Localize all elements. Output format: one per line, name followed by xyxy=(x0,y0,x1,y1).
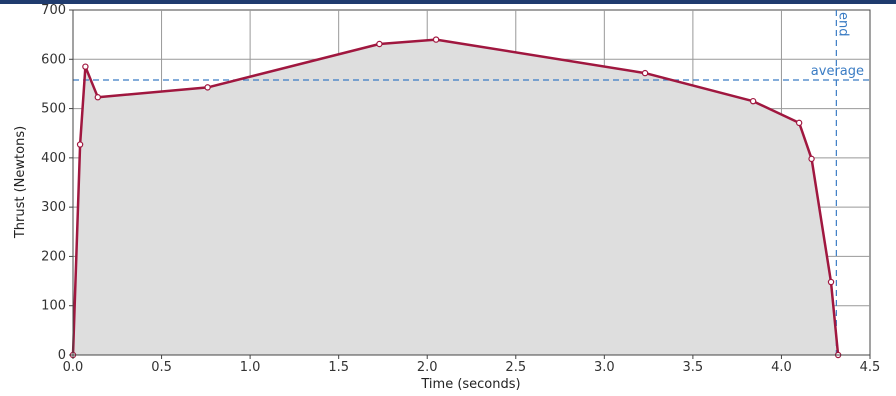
x-tick-label: 1.5 xyxy=(328,360,349,375)
y-axis-ticks: 0 100 200 300 400 500 600 700 xyxy=(41,3,73,363)
y-tick-label: 600 xyxy=(41,52,66,67)
y-axis-label: Thrust (Newtons) xyxy=(13,126,28,239)
data-point xyxy=(795,119,803,127)
thrust-data-points xyxy=(69,36,842,359)
y-tick-label: 500 xyxy=(41,102,66,117)
y-tick-label: 700 xyxy=(41,3,66,18)
data-point xyxy=(808,155,815,163)
thrust-area xyxy=(73,39,839,355)
x-tick-label: 2.0 xyxy=(417,360,438,375)
data-point xyxy=(749,97,757,105)
x-tick-label: 4.0 xyxy=(771,360,792,375)
x-axis-ticks: 0.0 0.5 1.0 1.5 2.0 2.5 3.0 3.5 4.0 4.5 xyxy=(63,355,881,375)
average-label: average xyxy=(811,64,864,79)
data-point xyxy=(376,40,383,48)
y-tick-label: 300 xyxy=(41,200,66,215)
x-tick-label: 1.0 xyxy=(240,360,261,375)
data-point xyxy=(827,278,835,286)
header-strip xyxy=(0,0,896,4)
x-tick-label: 0.5 xyxy=(151,360,172,375)
y-tick-label: 400 xyxy=(41,151,66,166)
x-axis-label: Time (seconds) xyxy=(420,377,520,392)
data-point xyxy=(82,63,89,70)
data-point xyxy=(641,69,649,77)
x-tick-label: 3.5 xyxy=(683,360,704,375)
y-tick-label: 0 xyxy=(58,348,66,363)
data-point xyxy=(76,141,84,148)
x-tick-label: 0.0 xyxy=(63,360,84,375)
y-tick-label: 100 xyxy=(41,299,66,314)
data-point xyxy=(94,94,101,101)
data-point xyxy=(432,36,440,43)
axes xyxy=(72,10,870,356)
reference-lines: average end xyxy=(73,10,870,355)
end-label: end xyxy=(835,12,850,37)
y-tick-label: 200 xyxy=(41,249,66,264)
x-tick-label: 2.5 xyxy=(505,360,526,375)
data-point xyxy=(204,84,211,91)
x-tick-label: 4.5 xyxy=(860,360,881,375)
x-tick-label: 3.0 xyxy=(594,360,615,375)
